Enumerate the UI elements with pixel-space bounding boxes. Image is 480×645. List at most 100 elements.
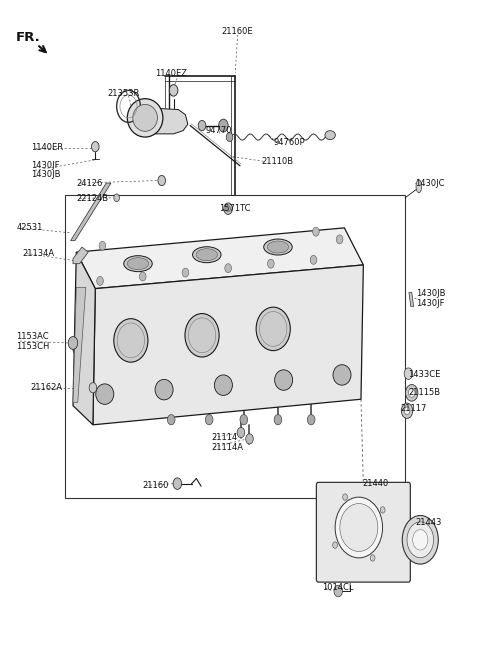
Circle shape <box>336 235 343 244</box>
Circle shape <box>114 194 120 202</box>
Circle shape <box>68 337 78 350</box>
Text: 21443: 21443 <box>416 517 442 526</box>
Circle shape <box>182 268 189 277</box>
Ellipse shape <box>96 384 114 404</box>
Text: 94770: 94770 <box>205 126 232 135</box>
Ellipse shape <box>155 379 173 400</box>
Circle shape <box>312 227 319 236</box>
Text: 21160: 21160 <box>143 481 169 490</box>
Text: 21110B: 21110B <box>261 157 293 166</box>
Bar <box>65 195 405 499</box>
Text: 1140EZ: 1140EZ <box>155 68 187 77</box>
Text: 42531: 42531 <box>17 223 43 232</box>
Circle shape <box>173 478 181 490</box>
FancyArrowPatch shape <box>39 46 47 54</box>
Circle shape <box>310 255 317 264</box>
Circle shape <box>401 403 413 419</box>
Text: 21162A: 21162A <box>30 383 62 392</box>
Text: 24126: 24126 <box>76 179 103 188</box>
Circle shape <box>198 121 206 131</box>
Circle shape <box>139 272 146 281</box>
Circle shape <box>402 515 438 564</box>
Ellipse shape <box>196 249 217 261</box>
Circle shape <box>380 507 385 513</box>
Circle shape <box>168 415 175 425</box>
Circle shape <box>307 415 315 425</box>
Text: 1433CE: 1433CE <box>408 370 441 379</box>
Text: 21114A: 21114A <box>212 442 243 451</box>
Circle shape <box>240 415 248 425</box>
Circle shape <box>226 133 233 141</box>
Polygon shape <box>93 265 363 425</box>
Text: 1430JB: 1430JB <box>31 170 61 179</box>
Ellipse shape <box>133 104 157 132</box>
Ellipse shape <box>192 247 221 263</box>
Circle shape <box>205 415 213 425</box>
Ellipse shape <box>127 99 163 137</box>
Circle shape <box>224 203 232 214</box>
Circle shape <box>406 384 418 401</box>
Ellipse shape <box>267 241 288 253</box>
Text: 1140ER: 1140ER <box>31 143 63 152</box>
Circle shape <box>246 434 253 444</box>
Ellipse shape <box>114 319 148 362</box>
Ellipse shape <box>333 364 351 385</box>
Circle shape <box>333 542 337 548</box>
Circle shape <box>237 428 245 437</box>
Polygon shape <box>71 183 111 241</box>
Circle shape <box>343 494 348 501</box>
Circle shape <box>169 84 178 96</box>
Text: 21117: 21117 <box>400 404 427 413</box>
Polygon shape <box>76 228 363 288</box>
Circle shape <box>404 407 410 415</box>
Text: 21115B: 21115B <box>408 388 441 397</box>
Circle shape <box>408 388 415 397</box>
Circle shape <box>219 119 228 132</box>
Circle shape <box>274 415 282 425</box>
Text: 21353R: 21353R <box>108 89 140 98</box>
Text: 21134A: 21134A <box>23 249 55 258</box>
Circle shape <box>226 206 230 212</box>
Circle shape <box>404 368 413 379</box>
Ellipse shape <box>275 370 293 390</box>
Ellipse shape <box>185 313 219 357</box>
Text: 94760P: 94760P <box>273 137 305 146</box>
Text: 22124B: 22124B <box>76 194 108 203</box>
Text: 21114: 21114 <box>212 433 238 442</box>
Circle shape <box>225 264 231 273</box>
Text: 1430JB: 1430JB <box>417 289 446 298</box>
Text: 1153AC: 1153AC <box>16 332 48 341</box>
Polygon shape <box>409 292 414 306</box>
Circle shape <box>413 530 428 550</box>
Polygon shape <box>145 108 188 134</box>
Ellipse shape <box>325 131 336 139</box>
Text: 1430JC: 1430JC <box>416 179 445 188</box>
Text: 1430JF: 1430JF <box>417 299 445 308</box>
Text: 1014CL: 1014CL <box>322 583 353 592</box>
Ellipse shape <box>340 504 378 551</box>
Ellipse shape <box>127 257 149 270</box>
Polygon shape <box>73 287 86 402</box>
Ellipse shape <box>416 180 422 193</box>
Circle shape <box>158 175 166 186</box>
Ellipse shape <box>124 255 152 272</box>
Text: 1430JF: 1430JF <box>31 161 60 170</box>
Ellipse shape <box>335 497 383 558</box>
Circle shape <box>334 585 342 597</box>
FancyBboxPatch shape <box>316 482 410 582</box>
Circle shape <box>89 382 96 393</box>
Circle shape <box>407 522 433 558</box>
Text: 21440: 21440 <box>362 479 389 488</box>
Polygon shape <box>73 247 88 264</box>
Ellipse shape <box>215 375 232 395</box>
Text: FR.: FR. <box>16 32 41 45</box>
Circle shape <box>99 241 106 250</box>
Circle shape <box>92 141 99 152</box>
Circle shape <box>267 259 274 268</box>
Circle shape <box>370 555 375 561</box>
Text: 1153CH: 1153CH <box>16 342 49 351</box>
Polygon shape <box>73 252 96 425</box>
Ellipse shape <box>264 239 292 255</box>
Text: 1571TC: 1571TC <box>219 204 250 213</box>
Circle shape <box>96 277 103 285</box>
